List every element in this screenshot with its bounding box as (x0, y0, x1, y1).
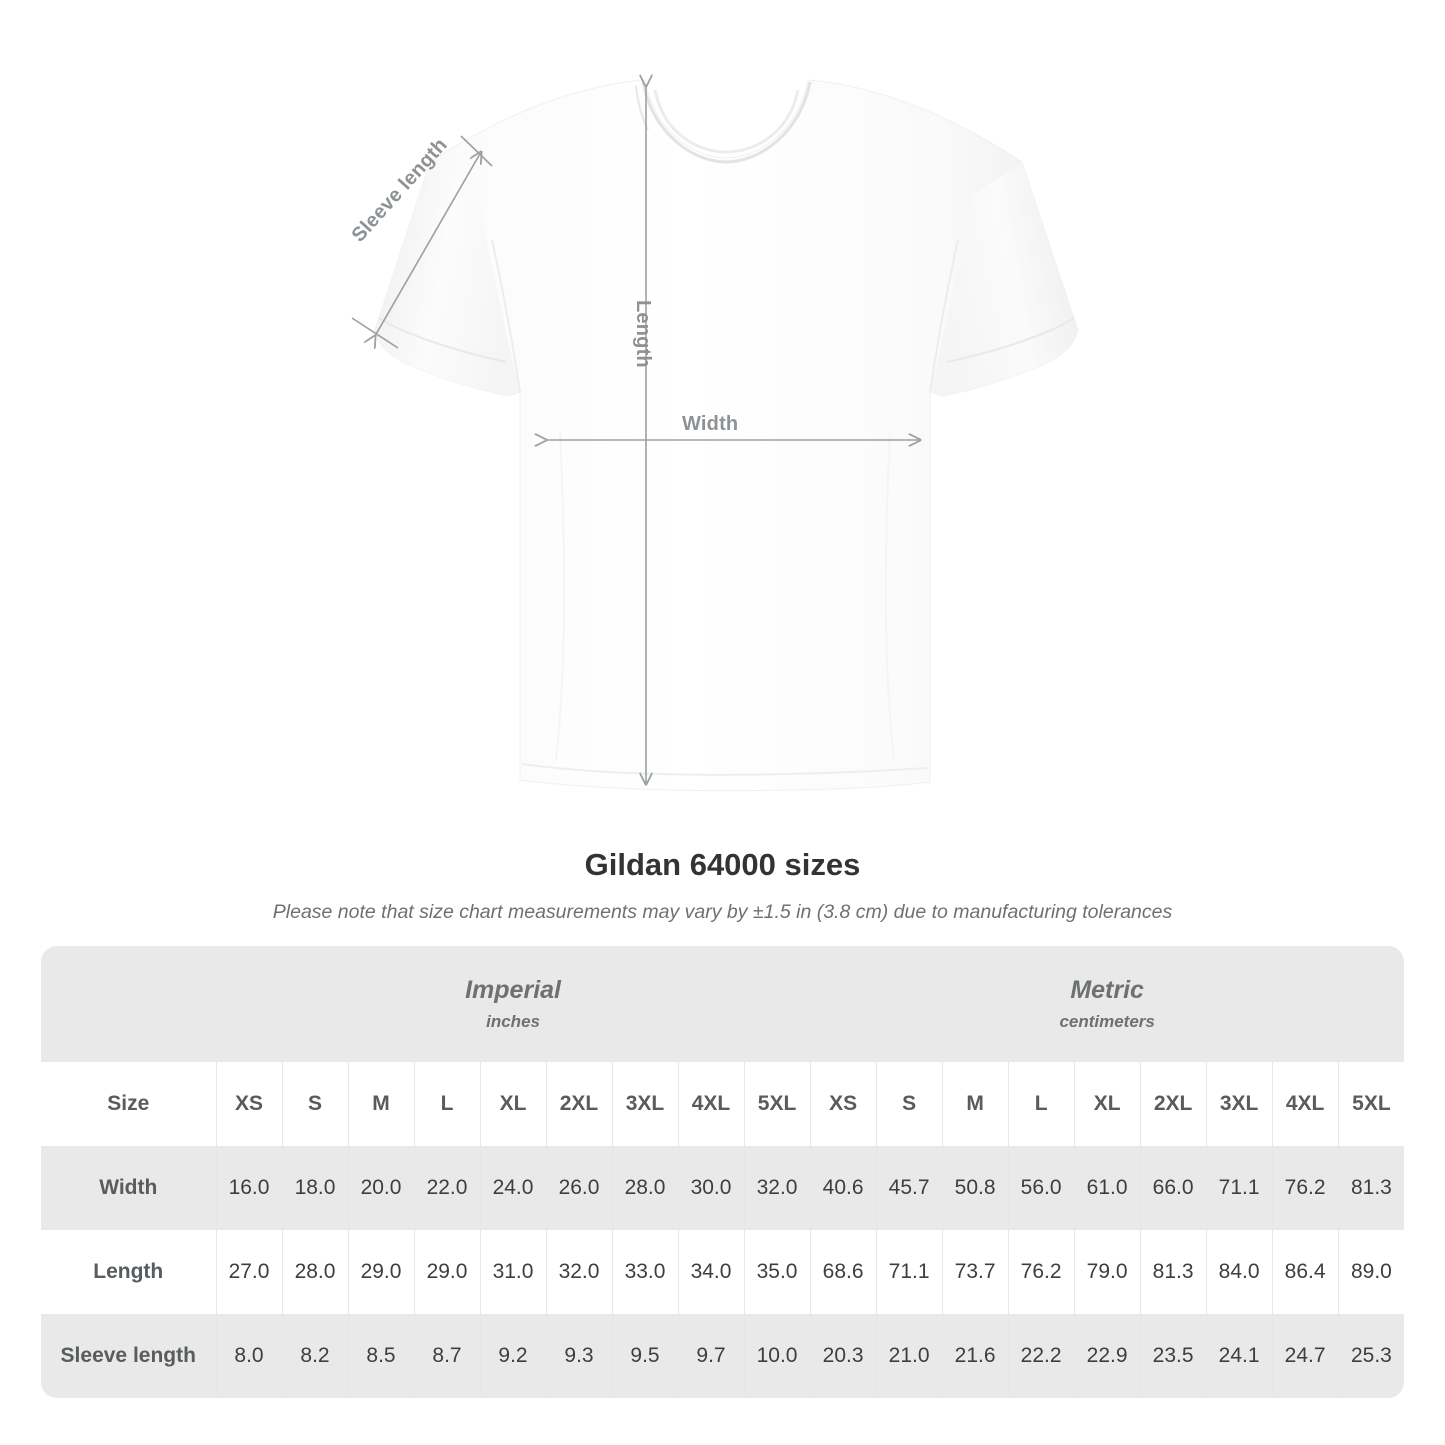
cell: 21.6 (941, 1314, 1009, 1398)
size-header-cell: 2XL (545, 1062, 612, 1146)
cell: 35.0 (743, 1230, 811, 1314)
length-label: Length (632, 300, 654, 368)
cell: 33.0 (611, 1230, 678, 1314)
cell: 86.4 (1271, 1230, 1339, 1314)
width-label: Width (682, 413, 739, 435)
cell: 25.3 (1337, 1314, 1405, 1398)
size-header-cell: L (413, 1062, 480, 1146)
cell: 61.0 (1073, 1146, 1141, 1230)
cell: 26.0 (545, 1146, 612, 1230)
table-row: Sleeve length 8.0 8.2 8.5 8.7 9.2 9.3 9.… (41, 1314, 1405, 1398)
cell: 9.7 (677, 1314, 744, 1398)
size-header-cell: XL (479, 1062, 546, 1146)
cell: 68.6 (809, 1230, 877, 1314)
cell: 23.5 (1139, 1314, 1207, 1398)
page-title: Gildan 64000 sizes (584, 847, 861, 882)
cell: 24.1 (1205, 1314, 1273, 1398)
size-header-cell: 3XL (611, 1062, 678, 1146)
table-row: Width 16.0 18.0 20.0 22.0 24.0 26.0 28.0… (41, 1146, 1405, 1230)
table-row: Length 27.0 28.0 29.0 29.0 31.0 32.0 33.… (41, 1230, 1405, 1314)
size-header-row: Size XS S M L XL 2XL 3XL 4XL 5XL XS S M … (41, 1062, 1405, 1146)
tshirt-illustration-svg (351, 0, 1079, 792)
cell: 22.0 (413, 1146, 480, 1230)
size-header-label: Size (41, 1062, 216, 1146)
cell: 29.0 (413, 1230, 480, 1314)
cell: 32.0 (545, 1230, 612, 1314)
cell: 81.3 (1337, 1146, 1405, 1230)
cell: 27.0 (215, 1230, 282, 1314)
cell: 9.2 (479, 1314, 546, 1398)
row-label-length: Length (41, 1230, 216, 1314)
cell: 29.0 (347, 1230, 414, 1314)
cell: 73.7 (941, 1230, 1009, 1314)
cell: 31.0 (479, 1230, 546, 1314)
size-header-cell: 3XL (1205, 1062, 1273, 1146)
cell: 71.1 (1205, 1146, 1273, 1230)
cell: 30.0 (677, 1146, 744, 1230)
sleeve-length-dimension-arrow (351, 135, 493, 348)
unit-name-metric: Metric (1070, 976, 1144, 1004)
cell: 20.0 (347, 1146, 414, 1230)
cell: 34.0 (677, 1230, 744, 1314)
cell: 45.7 (875, 1146, 943, 1230)
unit-header-metric: Metric centimeters (810, 946, 1405, 1062)
size-header-cell: XS (215, 1062, 282, 1146)
size-header-cell: XS (809, 1062, 877, 1146)
size-header-cell: 4XL (1271, 1062, 1339, 1146)
cell: 8.7 (413, 1314, 480, 1398)
cell: 20.3 (809, 1314, 877, 1398)
size-header-cell: 4XL (677, 1062, 744, 1146)
cell: 9.5 (611, 1314, 678, 1398)
cell: 50.8 (941, 1146, 1009, 1230)
cell: 66.0 (1139, 1146, 1207, 1230)
row-label-width: Width (41, 1146, 216, 1230)
size-header-cell: 2XL (1139, 1062, 1207, 1146)
cell: 40.6 (809, 1146, 877, 1230)
unit-header-imperial: Imperial inches (216, 946, 811, 1062)
measurement-disclaimer: Please note that size chart measurements… (272, 901, 1173, 923)
cell: 81.3 (1139, 1230, 1207, 1314)
unit-sub-metric: centimeters (1059, 1012, 1155, 1031)
size-header-cell: M (941, 1062, 1009, 1146)
unit-header-blank (41, 946, 216, 1062)
size-chart-table: Imperial inches Metric centimeters Size … (41, 946, 1405, 1398)
title-block: Gildan 64000 sizes Please note that size… (0, 845, 1445, 925)
size-header-cell: L (1007, 1062, 1075, 1146)
unit-sub-imperial: inches (486, 1012, 540, 1031)
cell: 89.0 (1337, 1230, 1405, 1314)
cell: 76.2 (1007, 1230, 1075, 1314)
size-header-cell: S (875, 1062, 943, 1146)
cell: 28.0 (611, 1146, 678, 1230)
cell: 56.0 (1007, 1146, 1075, 1230)
cell: 32.0 (743, 1146, 811, 1230)
size-chart-table-container: Imperial inches Metric centimeters Size … (41, 946, 1405, 1398)
cell: 24.0 (479, 1146, 546, 1230)
size-header-cell: S (281, 1062, 348, 1146)
tshirt-diagram: Sleeve length Length Width (347, 0, 1079, 792)
size-header-cell: 5XL (1337, 1062, 1405, 1146)
size-header-cell: XL (1073, 1062, 1141, 1146)
cell: 16.0 (215, 1146, 282, 1230)
cell: 76.2 (1271, 1146, 1339, 1230)
cell: 22.2 (1007, 1314, 1075, 1398)
unit-name-imperial: Imperial (465, 976, 561, 1004)
size-header-cell: M (347, 1062, 414, 1146)
cell: 28.0 (281, 1230, 348, 1314)
cell: 22.9 (1073, 1314, 1141, 1398)
cell: 79.0 (1073, 1230, 1141, 1314)
size-header-cell: 5XL (743, 1062, 811, 1146)
cell: 21.0 (875, 1314, 943, 1398)
cell: 8.5 (347, 1314, 414, 1398)
cell: 9.3 (545, 1314, 612, 1398)
cell: 71.1 (875, 1230, 943, 1314)
cell: 24.7 (1271, 1314, 1339, 1398)
cell: 18.0 (281, 1146, 348, 1230)
row-label-sleeve-length: Sleeve length (41, 1314, 216, 1398)
cell: 8.2 (281, 1314, 348, 1398)
unit-header-row: Imperial inches Metric centimeters (41, 946, 1405, 1062)
cell: 84.0 (1205, 1230, 1273, 1314)
cell: 8.0 (215, 1314, 282, 1398)
cell: 10.0 (743, 1314, 811, 1398)
